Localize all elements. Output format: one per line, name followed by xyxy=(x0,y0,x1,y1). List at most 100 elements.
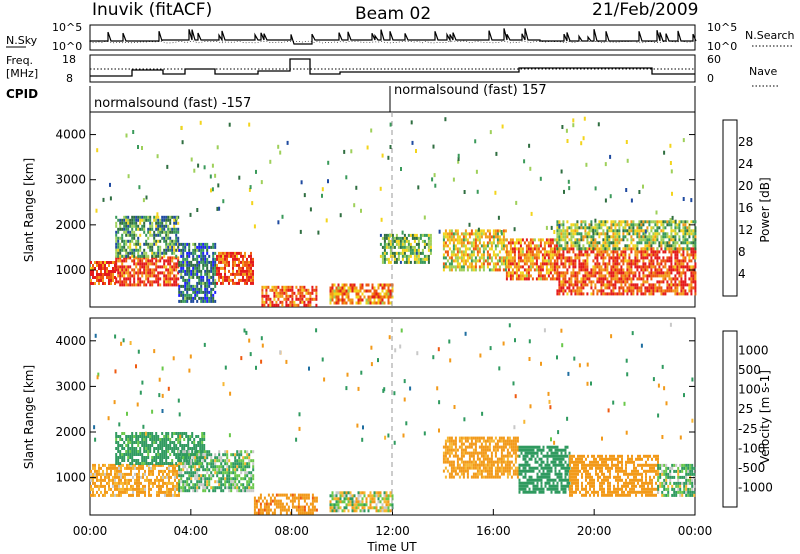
power-echo-cell xyxy=(357,289,360,293)
velocity-echo-cell xyxy=(307,508,310,512)
power-echo-cell xyxy=(680,289,683,293)
power-echo-cell xyxy=(141,218,144,222)
power-echo-cell xyxy=(694,262,697,266)
power-echo-cell xyxy=(618,262,621,266)
power-echo-cell xyxy=(202,296,205,300)
velocity-echo-cell xyxy=(191,441,194,444)
power-echo-cell xyxy=(576,244,579,248)
power-echo-cell xyxy=(568,250,571,254)
power-echo-cell xyxy=(309,207,312,212)
power-echo-cell xyxy=(674,229,677,233)
power-echo-cell xyxy=(632,229,635,233)
velocity-echo-cell xyxy=(180,468,183,472)
power-echo-cell xyxy=(654,229,657,233)
power-echo-cell xyxy=(450,262,453,266)
velocity-echo-cell xyxy=(167,435,170,438)
power-echo-cell xyxy=(341,289,344,293)
power-echo-cell xyxy=(349,301,352,305)
power-echo-cell xyxy=(674,265,677,269)
power-echo-cell xyxy=(672,250,675,254)
power-echo-cell xyxy=(188,245,191,249)
power-echo-cell xyxy=(515,262,518,266)
power-echo-cell xyxy=(303,288,306,292)
velocity-echo-cell xyxy=(242,459,245,463)
power-echo-cell xyxy=(96,279,98,282)
power-echo-cell xyxy=(521,259,524,263)
power-echo-cell xyxy=(228,122,231,127)
power-echo-cell xyxy=(173,221,176,225)
velocity-echo-cell xyxy=(234,480,237,484)
power-echo-cell xyxy=(511,247,514,251)
power-echo-cell xyxy=(177,239,180,243)
power-echo-cell xyxy=(173,283,176,287)
power-echo-cell xyxy=(343,289,346,293)
velocity-echo-cell xyxy=(214,468,217,472)
power-echo-cell xyxy=(188,278,191,282)
velocity-echo-cell xyxy=(141,453,144,456)
velocity-echo-cell xyxy=(193,438,196,441)
power-echo-cell xyxy=(135,215,138,219)
power-echo-cell xyxy=(636,250,639,254)
power-echo-cell xyxy=(96,276,98,279)
velocity-echo-cell xyxy=(174,478,176,482)
power-echo-cell xyxy=(529,253,532,257)
power-echo-cell xyxy=(383,292,386,296)
power-echo-cell xyxy=(531,238,534,242)
velocity-echo-cell xyxy=(147,447,150,450)
power-echo-cell xyxy=(632,271,635,275)
power-echo-cell xyxy=(167,277,170,281)
power-echo-cell xyxy=(672,241,675,245)
power-echo-cell xyxy=(269,159,272,164)
power-echo-cell xyxy=(141,251,144,255)
power-echo-cell xyxy=(127,274,130,278)
power-echo-cell xyxy=(566,235,569,239)
velocity-echo-cell xyxy=(252,465,255,469)
power-echo-cell xyxy=(147,254,150,258)
freq-left-tick-bottom: 8 xyxy=(66,72,73,85)
power-echo-cell xyxy=(468,222,471,227)
power-ylabel: Slant Range [km] xyxy=(22,158,36,262)
power-echo-cell xyxy=(636,247,639,251)
power-echo-cell xyxy=(167,230,170,234)
power-echo-cell xyxy=(188,296,191,300)
velocity-echo-cell xyxy=(273,499,276,503)
power-echo-cell xyxy=(630,292,633,296)
power-echo-cell xyxy=(184,287,187,291)
power-echo-cell xyxy=(315,288,318,292)
power-echo-cell xyxy=(676,259,679,263)
power-echo-cell xyxy=(596,244,599,248)
power-echo-cell xyxy=(614,226,617,230)
power-echo-cell xyxy=(612,292,615,296)
power-echo-cell xyxy=(608,238,611,242)
power-echo-cell xyxy=(151,242,154,246)
velocity-echo-cell xyxy=(140,463,142,467)
power-echo-cell xyxy=(586,262,589,266)
power-echo-cell xyxy=(509,256,512,260)
power-echo-cell xyxy=(588,232,591,236)
power-echo-cell xyxy=(622,292,625,296)
power-echo-cell xyxy=(558,289,561,293)
power-echo-cell xyxy=(590,244,593,248)
velocity-echo-cell xyxy=(220,459,223,463)
power-echo-cell xyxy=(494,235,497,239)
velocity-echo-cell xyxy=(341,509,344,513)
velocity-echo-cell xyxy=(123,459,126,462)
power-echo-cell xyxy=(535,259,538,263)
power-echo-cell xyxy=(602,247,605,251)
power-echo-cell xyxy=(622,274,625,278)
power-echo-cell xyxy=(102,261,104,264)
velocity-echo-cell xyxy=(168,463,170,467)
power-echo-cell xyxy=(656,235,659,239)
power-echo-cell xyxy=(682,271,685,275)
power-echo-cell xyxy=(682,235,685,239)
velocity-echo-cell xyxy=(192,486,195,490)
velocity-echo-cell xyxy=(143,447,146,450)
power-echo-cell xyxy=(587,231,590,236)
power-echo-cell xyxy=(263,300,266,304)
power-echo-cell xyxy=(363,289,366,293)
power-echo-cell xyxy=(528,143,531,148)
velocity-echo-cell xyxy=(345,494,348,498)
power-echo-cell xyxy=(373,295,376,299)
power-echo-cell xyxy=(169,265,172,269)
velocity-echo-cell xyxy=(98,478,100,482)
